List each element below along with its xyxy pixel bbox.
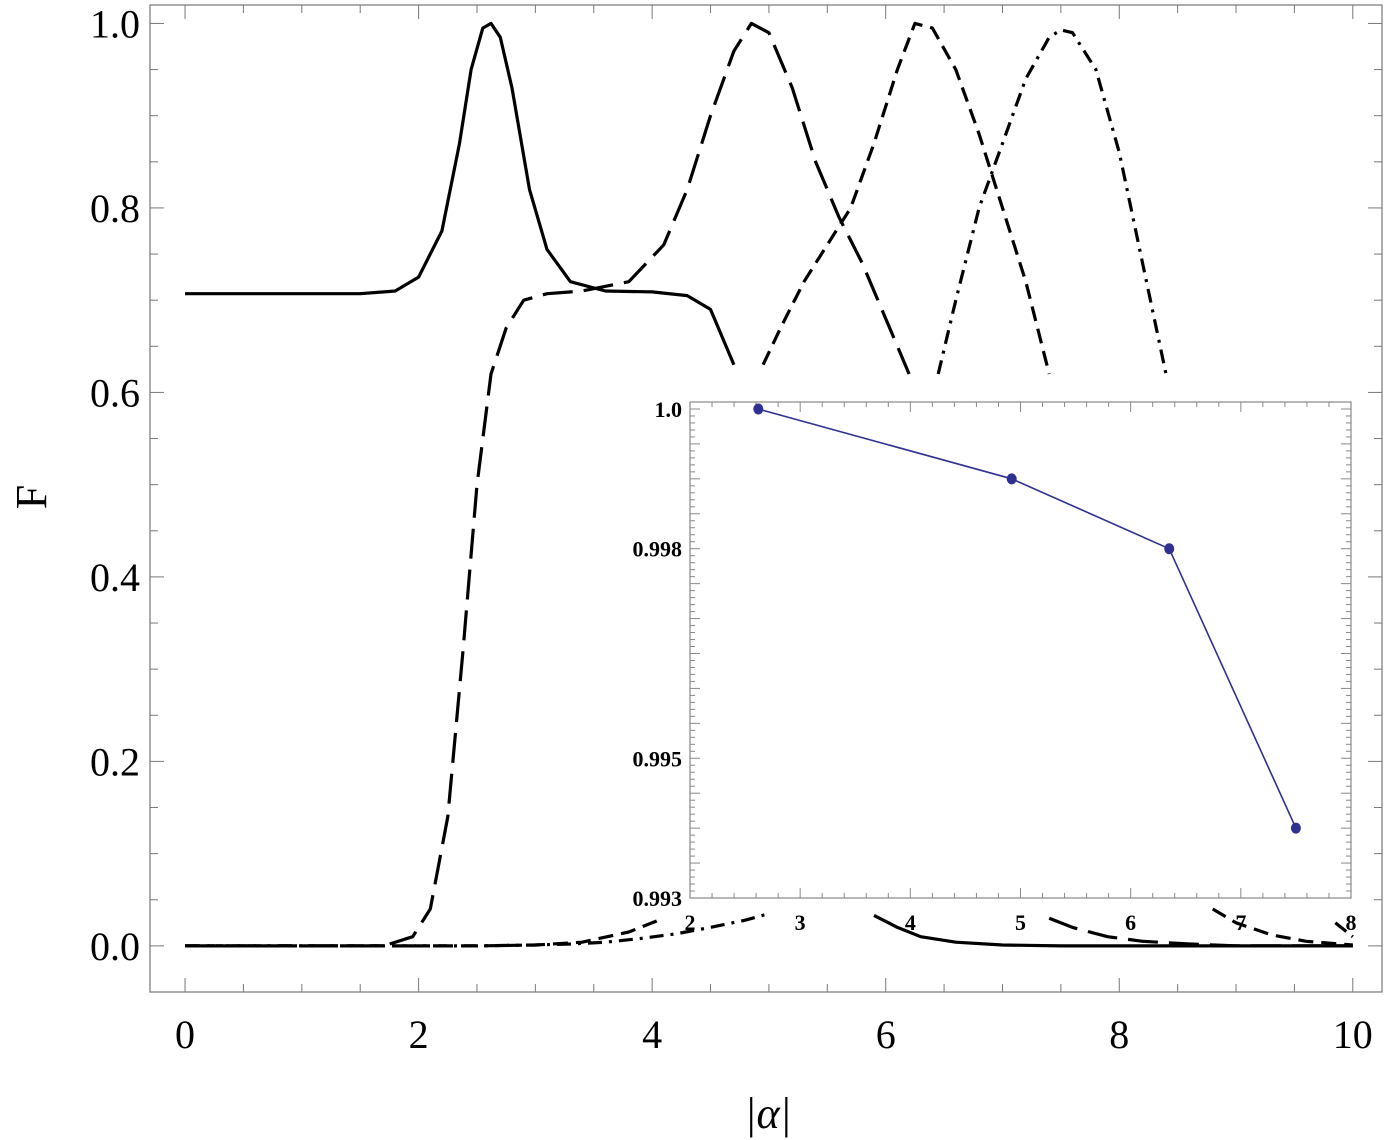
y-axis-title: F xyxy=(7,485,56,509)
inset-data-point xyxy=(1290,822,1301,834)
inset-y-tick-label: 1.0 xyxy=(655,397,683,422)
inset-x-tick-label: 4 xyxy=(905,910,916,935)
inset-x-tick-label: 3 xyxy=(795,910,806,935)
y-tick-label: 1.0 xyxy=(90,1,140,46)
x-tick-label: 0 xyxy=(175,1012,195,1057)
inset-data-point xyxy=(1164,543,1175,555)
series-line-long-dash xyxy=(1048,916,1353,948)
y-tick-label: 0.8 xyxy=(90,186,140,231)
series-line-dash-dot xyxy=(1334,921,1354,938)
y-tick-label: 0.4 xyxy=(90,555,140,600)
series-line-long-dash xyxy=(185,21,911,948)
inset-x-tick-label: 8 xyxy=(1346,910,1357,935)
inset-x-tick-label: 7 xyxy=(1235,910,1246,935)
x-axis-title: |α| xyxy=(744,1089,791,1138)
series-line-solid xyxy=(185,21,736,366)
series-line-short-dash xyxy=(1211,907,1353,947)
plot-frame xyxy=(149,4,1383,993)
y-tick-label: 0.0 xyxy=(90,924,140,969)
y-tick-label: 0.2 xyxy=(90,739,140,784)
x-tick-label: 4 xyxy=(642,1012,662,1057)
inset-frame xyxy=(689,401,1352,899)
inset-y-tick-label: 0.995 xyxy=(633,746,683,771)
series-line-short-dash xyxy=(185,916,665,948)
inset-data-point xyxy=(753,403,764,415)
inset-y-tick-label: 0.998 xyxy=(633,537,683,562)
series-line-solid xyxy=(873,913,1353,948)
x-tick-label: 8 xyxy=(1109,1012,1129,1057)
x-tick-label: 10 xyxy=(1333,1012,1373,1057)
x-tick-label: 2 xyxy=(409,1012,429,1057)
inset-x-tick-label: 2 xyxy=(685,910,696,935)
series-line-short-dash xyxy=(761,21,1051,375)
inset-data-point xyxy=(1006,473,1017,485)
inset-series-line xyxy=(758,408,1297,829)
y-tick-label: 0.6 xyxy=(90,370,140,415)
inset-y-tick-label: 0.993 xyxy=(633,886,683,911)
inset-x-tick-label: 6 xyxy=(1125,910,1136,935)
inset-x-tick-label: 5 xyxy=(1015,910,1026,935)
x-tick-label: 6 xyxy=(876,1012,896,1057)
series-line-dash-dot xyxy=(936,28,1168,375)
series-line-dash-dot xyxy=(185,912,770,948)
